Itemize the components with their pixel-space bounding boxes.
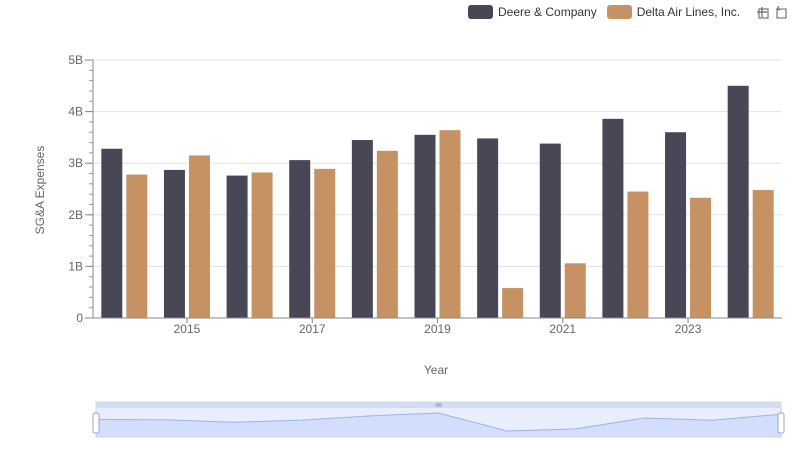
slider-handle-left[interactable] <box>92 412 100 434</box>
y-tick-label: 2B <box>68 208 83 222</box>
bar-delta-2023[interactable] <box>690 197 712 318</box>
bar-deere-2021[interactable] <box>539 143 561 318</box>
bar-delta-2021[interactable] <box>564 263 586 318</box>
y-tick-label: 4B <box>68 105 83 119</box>
legend-label-delta: Delta Air Lines, Inc. <box>636 5 741 19</box>
bar-deere-2023[interactable] <box>665 132 687 318</box>
y-tick-label: 0 <box>76 311 83 325</box>
y-tick-label: 5B <box>68 53 83 67</box>
y-tick-label: 1B <box>68 259 83 273</box>
bar-delta-2014[interactable] <box>126 174 148 318</box>
legend-swatch-delta <box>606 5 632 19</box>
bar-delta-2020[interactable] <box>502 288 524 318</box>
legend: Deere & Company Delta Air Lines, Inc. <box>468 4 790 20</box>
y-axis-label: SG&A Expenses <box>33 145 47 235</box>
x-tick-label: 2023 <box>675 322 702 336</box>
legend-label-deere: Deere & Company <box>498 5 597 19</box>
slider-grip-icon[interactable] <box>435 403 442 407</box>
bar-deere-2022[interactable] <box>602 118 624 318</box>
bar-delta-2019[interactable] <box>439 130 461 318</box>
bar-delta-2017[interactable] <box>314 168 336 318</box>
bar-delta-2016[interactable] <box>251 172 273 318</box>
bar-delta-2015[interactable] <box>188 155 210 318</box>
zoom-in-icon[interactable] <box>754 4 770 20</box>
bar-delta-2024[interactable] <box>752 190 774 318</box>
bar-deere-2019[interactable] <box>414 134 436 318</box>
legend-item-deere[interactable]: Deere & Company <box>468 5 597 19</box>
bar-deere-2016[interactable] <box>226 175 248 318</box>
bar-deere-2024[interactable] <box>727 85 749 318</box>
bar-deere-2014[interactable] <box>101 148 123 318</box>
x-tick-label: 2015 <box>174 322 201 336</box>
bar-deere-2015[interactable] <box>163 169 185 318</box>
x-tick-label: 2019 <box>424 322 451 336</box>
y-axis: 0 1B 2B 3B 4B 5B <box>68 53 94 325</box>
slider-preview-line <box>95 412 782 432</box>
x-tick-label: 2017 <box>299 322 326 336</box>
x-axis-label: Year <box>423 363 449 377</box>
bar-deere-2018[interactable] <box>351 139 373 318</box>
bar-delta-2018[interactable] <box>376 150 398 318</box>
y-tick-label: 3B <box>68 156 83 170</box>
bars <box>101 85 774 318</box>
slider-handle-right[interactable] <box>777 412 785 434</box>
bar-delta-2022[interactable] <box>627 191 649 318</box>
x-axis: 2015 2017 2019 2021 2023 <box>93 317 782 336</box>
restore-icon[interactable] <box>774 4 790 20</box>
x-tick-label: 2021 <box>549 322 576 336</box>
bar-deere-2020[interactable] <box>477 138 499 318</box>
legend-swatch-deere <box>468 5 493 19</box>
legend-item-delta[interactable]: Delta Air Lines, Inc. <box>606 5 741 19</box>
range-slider[interactable] <box>92 401 785 438</box>
slider-preview-area <box>96 413 781 437</box>
bar-deere-2017[interactable] <box>289 160 311 318</box>
